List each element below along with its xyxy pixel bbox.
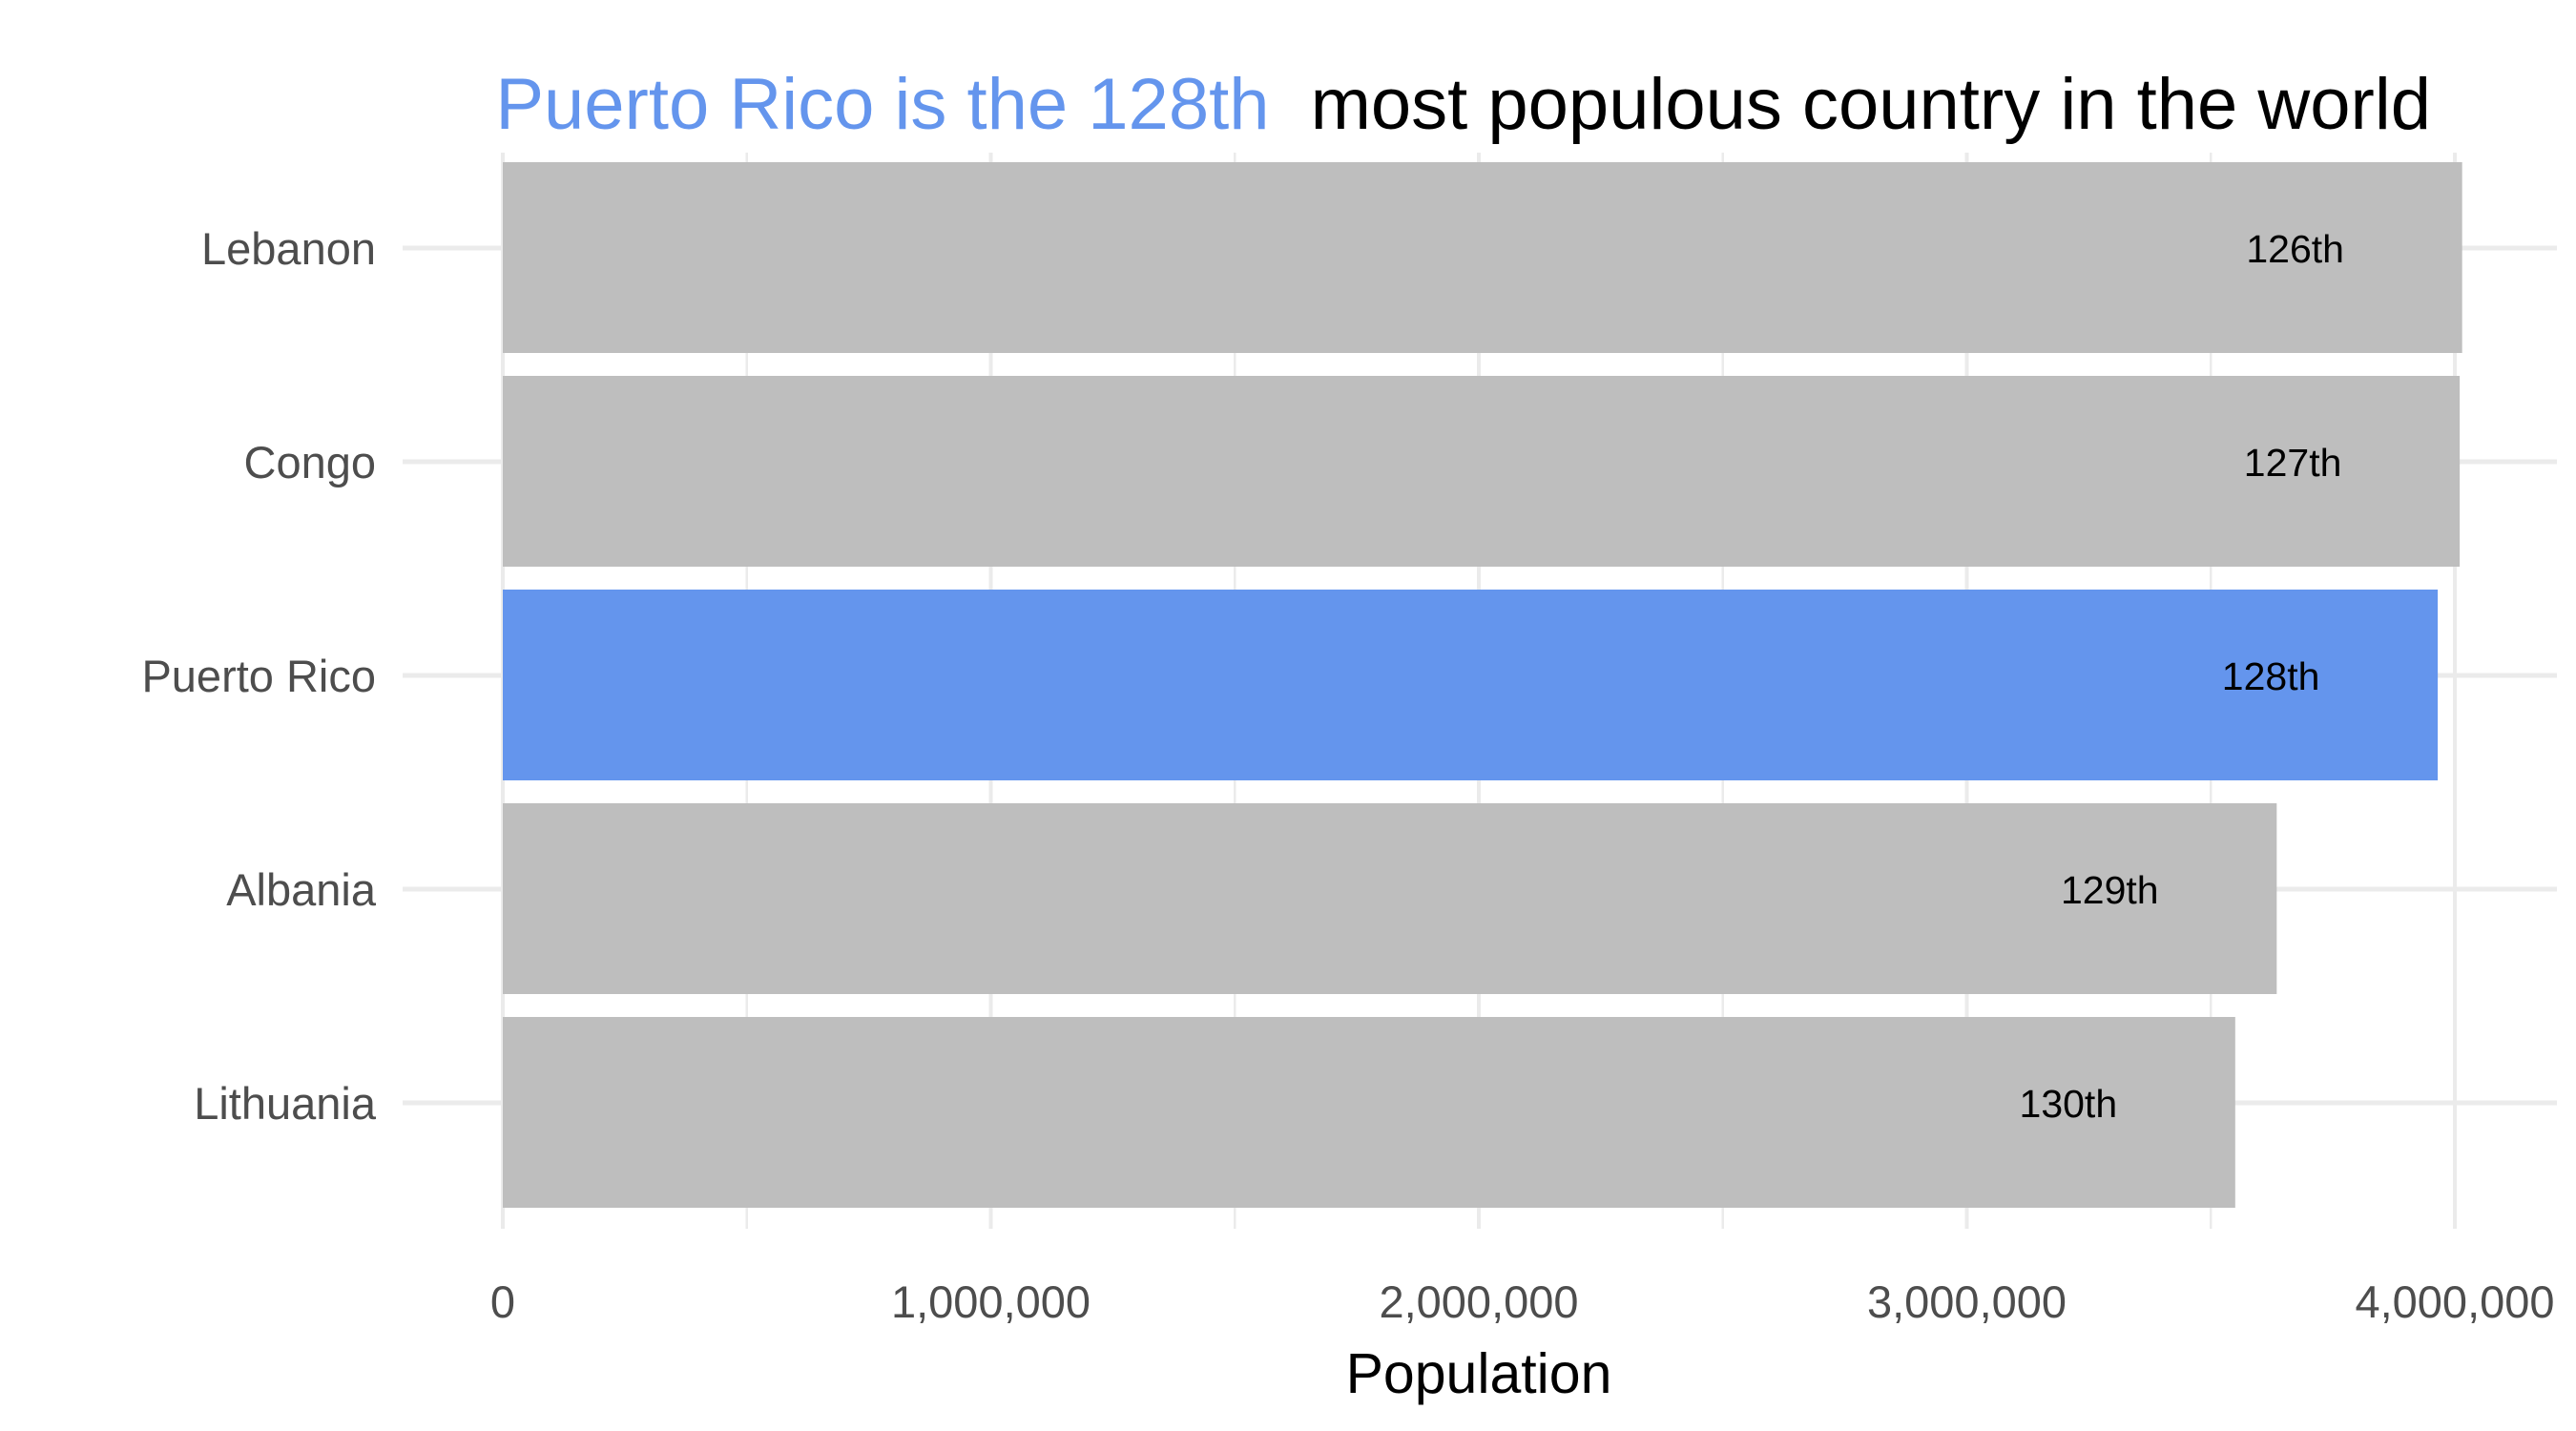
bar-albania	[503, 803, 2277, 994]
bar-label: 130th	[2020, 1082, 2118, 1126]
x-tick-label: 4,000,000	[2355, 1276, 2554, 1327]
title-rest: most populous country in the world	[1311, 64, 2431, 145]
x-axis: 0 1,000,000 2,000,000 3,000,000 4,000,000	[490, 1276, 2555, 1327]
x-tick-label: 0	[490, 1276, 515, 1327]
bar-label: 129th	[2061, 868, 2159, 912]
x-tick-label: 1,000,000	[891, 1276, 1091, 1327]
bar-label: 128th	[2222, 654, 2320, 698]
y-tick-label: Lithuania	[194, 1078, 377, 1129]
bar-labels: 126th 127th 128th 129th 130th	[2020, 227, 2344, 1126]
bar-congo	[503, 376, 2461, 567]
bar-puerto-rico	[503, 590, 2439, 780]
x-tick-label: 3,000,000	[1867, 1276, 2067, 1327]
title-highlight: Puerto Rico is the 128th	[495, 64, 1269, 145]
chart-title: Puerto Rico is the 128th most populous c…	[495, 64, 2431, 145]
y-tick-label: Albania	[226, 864, 377, 915]
x-axis-title: Population	[1346, 1342, 1612, 1405]
bar-lithuania	[503, 1017, 2235, 1208]
y-tick-label: Puerto Rico	[141, 651, 376, 701]
y-axis: Lebanon Congo Puerto Rico Albania Lithuania	[141, 223, 376, 1129]
bar-label: 126th	[2246, 227, 2344, 271]
bars	[503, 162, 2462, 1208]
y-tick-label: Lebanon	[201, 223, 376, 274]
bar-lebanon	[503, 162, 2462, 353]
y-tick-label: Congo	[244, 437, 377, 487]
bar-label: 127th	[2244, 441, 2342, 485]
x-tick-label: 2,000,000	[1379, 1276, 1578, 1327]
